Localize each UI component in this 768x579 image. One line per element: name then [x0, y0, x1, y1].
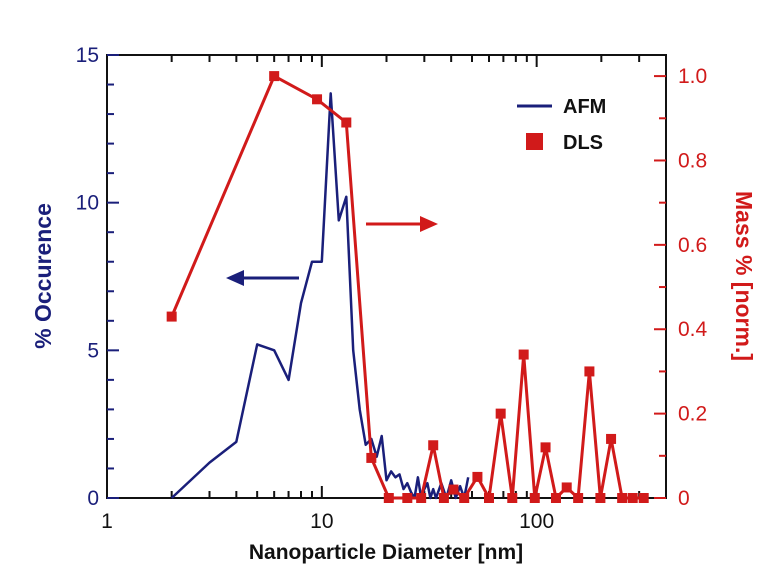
- tick-marks: [106, 54, 667, 499]
- dls-axis-arrow: [366, 216, 438, 232]
- x-axis-label: Nanoparticle Diameter [nm]: [249, 541, 523, 564]
- dls-data-point: [166, 311, 177, 322]
- dls-data-point: [540, 442, 551, 453]
- dls-data-point: [529, 493, 540, 503]
- dls-data-point: [383, 493, 394, 503]
- dls-data-point: [402, 493, 413, 503]
- x-tick-label: 1: [101, 510, 113, 533]
- tick-labels: 1 10 100 0 5 10 15 0 0.2 0.4 0.6 0.8 1.0: [76, 44, 708, 533]
- dls-data-point: [495, 408, 506, 419]
- legend-afm-label: AFM: [563, 96, 606, 118]
- y-right-tick-label: 0.8: [678, 149, 707, 172]
- y-left-tick-label: 10: [76, 192, 99, 215]
- dls-data-point: [428, 440, 439, 451]
- dls-data-point: [606, 433, 617, 444]
- x-tick-label: 100: [519, 510, 554, 533]
- plot-frame: [106, 54, 667, 499]
- afm-axis-arrow: [226, 270, 299, 286]
- y-left-tick-label: 15: [76, 44, 99, 67]
- y-right-tick-label: 0: [678, 487, 690, 510]
- dls-data-point: [459, 493, 470, 503]
- dls-data-point: [448, 484, 459, 495]
- dls-data-point: [518, 349, 529, 360]
- y-axis-left-label: % Occurence: [30, 203, 56, 349]
- y-right-tick-label: 0.2: [678, 403, 707, 426]
- afm-series-line: [170, 92, 470, 500]
- dls-data-point: [438, 493, 449, 503]
- y-right-tick-label: 0.6: [678, 234, 707, 257]
- dls-data-point: [617, 493, 628, 503]
- dls-data-point: [366, 452, 377, 463]
- legend: AFM DLS: [517, 96, 606, 154]
- series-layer: [166, 71, 649, 503]
- x-tick-label: 10: [310, 510, 333, 533]
- dls-series-line: [170, 74, 644, 500]
- dls-data-point: [638, 493, 649, 503]
- dls-data-point: [561, 482, 572, 493]
- y-right-tick-label: 0.4: [678, 318, 708, 341]
- y-left-tick-label: 0: [87, 487, 99, 510]
- dls-data-point: [312, 94, 323, 105]
- dls-data-point: [584, 366, 595, 377]
- dls-data-point: [507, 493, 518, 503]
- dls-data-point: [341, 117, 352, 128]
- dls-data-point: [269, 71, 280, 82]
- dls-data-point: [573, 493, 584, 503]
- y-right-tick-label: 1.0: [678, 65, 707, 88]
- dls-data-point: [416, 493, 427, 503]
- dls-data-point: [627, 493, 638, 503]
- dls-data-point: [483, 493, 494, 503]
- y-left-tick-label: 5: [87, 339, 99, 362]
- dls-data-point: [550, 493, 561, 503]
- dls-data-point: [472, 471, 483, 482]
- y-axis-right-label: Mass % [norm.]: [731, 191, 757, 361]
- dls-data-point: [595, 493, 606, 503]
- legend-dls-label: DLS: [563, 132, 603, 154]
- legend-dls-marker: [526, 133, 543, 150]
